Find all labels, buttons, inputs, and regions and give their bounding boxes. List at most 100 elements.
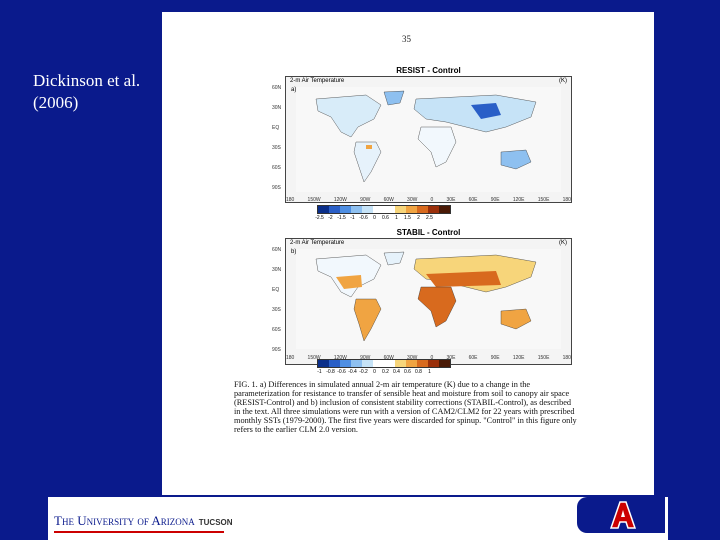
colorbar-swatch	[406, 206, 417, 213]
lon-label: 30E	[446, 355, 456, 361]
caption-authors: Dickinson et al.	[33, 71, 141, 90]
colorbar-swatch	[340, 360, 351, 367]
lon-label: 90E	[490, 355, 500, 361]
colorbar-swatch	[329, 206, 340, 213]
colorbar-tick-label: 1.5	[404, 215, 411, 221]
colorbar-resist	[317, 205, 451, 214]
colorbar-tick-label: 0.4	[393, 369, 400, 375]
map-resist: RESIST - Control 2-m Air Temperature (K)…	[272, 66, 572, 203]
colorbar-swatch	[351, 360, 362, 367]
colorbar-labels-resist: -2.5 -2 -1.5 -1 -0.6 0 0.6 1 1.5 2 2.5	[314, 215, 435, 221]
colorbar-swatch	[340, 206, 351, 213]
colorbar-swatch	[417, 206, 428, 213]
lon-label: 90W	[360, 197, 371, 203]
lon-label: 0	[430, 355, 434, 361]
colorbar-labels-stabil: -1 -0.8 -0.6 -0.4 -0.2 0 0.2 0.4 0.6 0.8 1	[314, 369, 435, 375]
lon-label: 150E	[537, 197, 550, 203]
colorbar-tick-label: 2	[417, 215, 420, 221]
lon-labels: 180 150W 120W 90W 60W 30W 0 30E 60E 90E …	[286, 197, 571, 203]
figure-caption: FIG. 1. a) Differences in simulated annu…	[234, 380, 577, 434]
colorbar-tick-label: 0.6	[404, 369, 411, 375]
lat-label: EQ	[272, 125, 280, 131]
lon-label: 180	[562, 197, 571, 203]
colorbar-tick-label: 2.5	[426, 215, 433, 221]
colorbar-swatch	[373, 206, 384, 213]
map-subtitle: 2-m Air Temperature	[290, 240, 345, 246]
page-number: 35	[402, 34, 411, 44]
colorbar-swatch	[318, 206, 329, 213]
colorbar-tick-label: -0.4	[348, 369, 357, 375]
colorbar-tick-label: -0.2	[359, 369, 368, 375]
world-map-stabil	[296, 249, 561, 349]
lat-label: 30S	[272, 145, 281, 151]
colorbar-swatch	[329, 360, 340, 367]
lat-label: 60S	[272, 327, 281, 333]
lon-labels: 180 150W 120W 90W 60W 30W 0 30E 60E 90E …	[286, 355, 571, 361]
lon-label: 180	[562, 355, 571, 361]
lon-label: 180	[286, 355, 295, 361]
lon-label: 120E	[512, 355, 525, 361]
colorbar-tick-label: 0.6	[382, 215, 389, 221]
university-logo	[577, 497, 665, 533]
lon-label: 90W	[360, 355, 371, 361]
lon-label: 120W	[333, 197, 347, 203]
lon-label: 120E	[512, 197, 525, 203]
colorbar-tick-label: 1	[428, 369, 431, 375]
caption-year: (2006)	[33, 93, 79, 112]
lon-label: 60W	[383, 355, 394, 361]
colorbar-stabil	[317, 359, 451, 368]
lon-label: 180	[286, 197, 295, 203]
colorbar-swatch	[384, 206, 395, 213]
lat-label: EQ	[272, 287, 280, 293]
colorbar-swatch	[362, 360, 373, 367]
colorbar-tick-label: 1	[395, 215, 398, 221]
lon-label: 60E	[468, 197, 478, 203]
lon-label: 60E	[468, 355, 478, 361]
lon-label: 60W	[383, 197, 394, 203]
colorbar-tick-label: -1	[350, 215, 355, 221]
map-title: RESIST - Control	[396, 66, 461, 75]
footer-red-bar	[54, 531, 224, 533]
panel-label: a)	[291, 87, 297, 93]
world-map-resist	[296, 87, 561, 192]
colorbar-tick-label: -2	[328, 215, 333, 221]
colorbar-swatch	[384, 360, 395, 367]
lon-label: 0	[430, 197, 434, 203]
colorbar-swatch	[395, 360, 406, 367]
colorbar-tick-label: -1	[317, 369, 322, 375]
colorbar-swatch	[417, 360, 428, 367]
colorbar-swatch	[395, 206, 406, 213]
university-wordmark: The University of Arizona TUCSON	[54, 513, 233, 529]
colorbar-swatch	[439, 206, 450, 213]
lat-label: 90S	[272, 347, 281, 353]
colorbar-swatch	[373, 360, 384, 367]
colorbar-tick-label: -0.6	[337, 369, 346, 375]
colorbar-swatch	[439, 360, 450, 367]
colorbar-swatch	[351, 206, 362, 213]
lon-label: 90E	[490, 197, 500, 203]
lat-label: 30N	[272, 267, 282, 273]
map-unit: (K)	[559, 78, 567, 84]
colorbar-swatch	[406, 360, 417, 367]
lat-label: 90S	[272, 185, 281, 191]
lat-label: 60N	[272, 247, 282, 253]
colorbar-swatch	[318, 360, 329, 367]
slide-caption: Dickinson et al. (2006)	[33, 70, 140, 114]
colorbar-swatch	[362, 206, 373, 213]
colorbar-tick-label: -0.6	[359, 215, 368, 221]
colorbar-swatch	[428, 206, 439, 213]
colorbar-tick-label: -2.5	[315, 215, 324, 221]
paper-page: 35 RESIST - Control 2-m Air Temperature …	[162, 12, 654, 495]
lon-label: 30W	[407, 197, 418, 203]
colorbar-tick-label: 0.8	[415, 369, 422, 375]
lat-label: 60N	[272, 85, 282, 91]
colorbar-tick-label: 0	[373, 215, 376, 221]
lon-label: 150E	[537, 355, 550, 361]
colorbar-tick-label: -0.8	[326, 369, 335, 375]
lon-label: 30W	[407, 355, 418, 361]
lat-label: 30N	[272, 105, 282, 111]
map-title: STABIL - Control	[396, 228, 461, 237]
city-name: TUCSON	[198, 518, 233, 527]
map-subtitle: 2-m Air Temperature	[290, 78, 345, 84]
lat-label: 30S	[272, 307, 281, 313]
